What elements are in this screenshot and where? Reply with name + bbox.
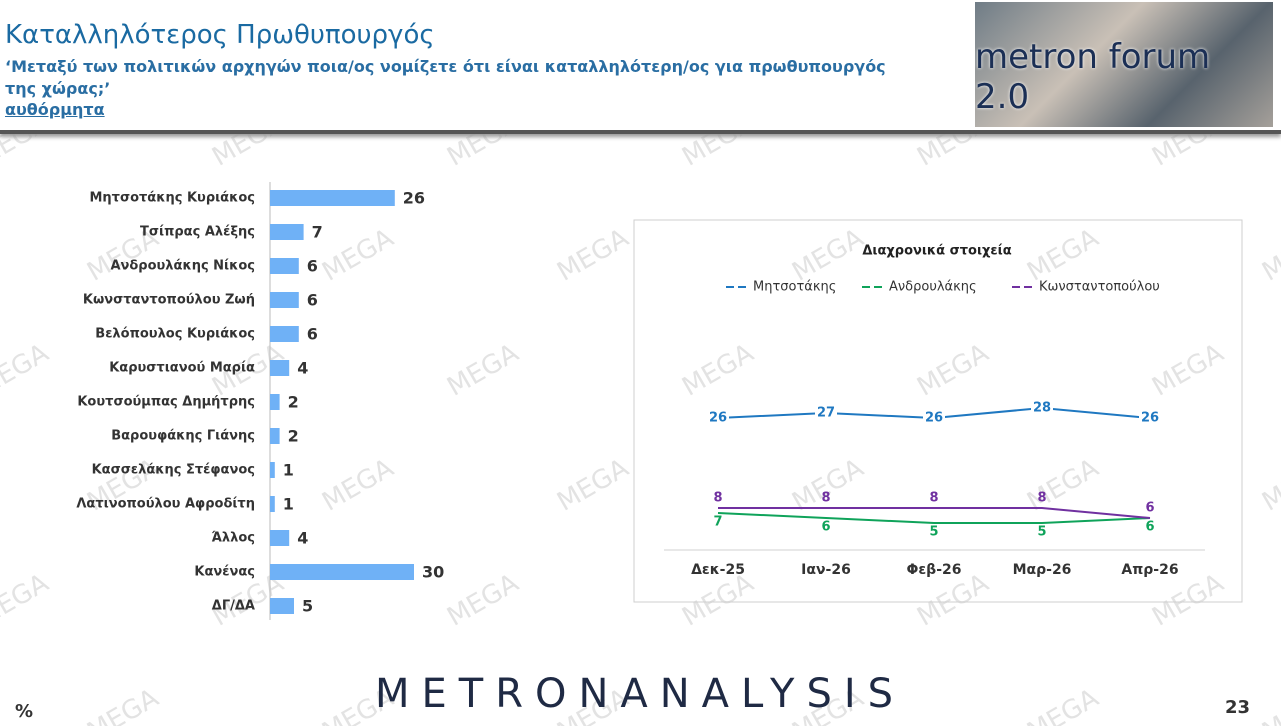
category-label: ΔΓ/ΔΑ bbox=[212, 599, 255, 614]
category-label: Άλλος bbox=[212, 531, 255, 546]
category-label: Βαρουφάκης Γιάνης bbox=[111, 429, 255, 444]
bar bbox=[270, 598, 294, 614]
data-label: 8 bbox=[1037, 491, 1046, 506]
value-label: 2 bbox=[288, 427, 299, 446]
category-label: Κασσελάκης Στέφανος bbox=[92, 463, 255, 478]
label-bg bbox=[1031, 400, 1053, 416]
logo: metron forum 2.0 bbox=[975, 2, 1273, 127]
series-line bbox=[718, 507, 1151, 519]
value-label: 1 bbox=[283, 461, 294, 480]
category-label: Τσίπρας Αλέξης bbox=[140, 225, 255, 240]
label-bg bbox=[707, 410, 729, 426]
bar bbox=[270, 462, 275, 478]
unit: % bbox=[15, 701, 33, 722]
label-bg bbox=[1139, 410, 1161, 426]
bar bbox=[270, 258, 299, 274]
bar bbox=[270, 564, 414, 580]
x-tick-label: Μαρ-26 bbox=[1013, 562, 1072, 578]
value-label: 5 bbox=[302, 597, 313, 616]
category-label: Μητσοτάκης Κυριάκος bbox=[89, 191, 255, 206]
category-label: Κανένας bbox=[194, 565, 255, 580]
value-label: 6 bbox=[307, 325, 318, 344]
value-label: 7 bbox=[312, 223, 323, 242]
logo-text: metron forum 2.0 bbox=[975, 37, 1211, 117]
x-tick-label: Φεβ-26 bbox=[906, 562, 961, 578]
data-label: 6 bbox=[1145, 520, 1154, 535]
data-label: 26 bbox=[1141, 411, 1159, 426]
x-tick-label: Δεκ-25 bbox=[691, 562, 745, 578]
legend-label: Μητσοτάκης bbox=[753, 280, 836, 295]
series-line bbox=[717, 512, 1151, 524]
data-label: 5 bbox=[929, 525, 938, 540]
header: Καταλληλότερος Πρωθυπουργός ‘Μεταξύ των … bbox=[0, 0, 1281, 134]
bar bbox=[270, 428, 280, 444]
title: Καταλληλότερος Πρωθυπουργός bbox=[5, 20, 435, 50]
data-label: 26 bbox=[925, 411, 943, 426]
bar bbox=[270, 496, 275, 512]
category-label: Λατινοπούλου Αφροδίτη bbox=[76, 497, 255, 512]
value-label: 6 bbox=[307, 291, 318, 310]
category-label: Κουτσούμπας Δημήτρης bbox=[77, 395, 255, 410]
legend-label: Κωνσταντοπούλου bbox=[1039, 280, 1160, 295]
category-label: Κωνσταντοπούλου Ζωή bbox=[83, 293, 255, 308]
data-label: 7 bbox=[713, 515, 722, 530]
data-label: 8 bbox=[713, 491, 722, 506]
bar bbox=[270, 394, 280, 410]
category-label: Καρυστιανού Μαρία bbox=[109, 361, 255, 376]
value-label: 4 bbox=[297, 359, 308, 378]
data-label: 26 bbox=[709, 411, 727, 426]
x-tick-label: Ιαν-26 bbox=[801, 562, 851, 578]
note: αυθόρμητα bbox=[5, 100, 105, 119]
bar bbox=[270, 190, 395, 206]
label-bg bbox=[815, 405, 837, 421]
value-label: 6 bbox=[307, 257, 318, 276]
data-label: 6 bbox=[1145, 501, 1154, 516]
value-label: 1 bbox=[283, 495, 294, 514]
value-label: 2 bbox=[288, 393, 299, 412]
data-label: 8 bbox=[821, 491, 830, 506]
x-tick-label: Απρ-26 bbox=[1121, 562, 1178, 578]
value-label: 4 bbox=[297, 529, 308, 548]
bar bbox=[270, 292, 299, 308]
data-label: 27 bbox=[817, 406, 835, 421]
value-label: 30 bbox=[422, 563, 444, 582]
bar bbox=[270, 360, 290, 376]
page-number: 23 bbox=[1225, 697, 1250, 718]
value-label: 26 bbox=[403, 189, 425, 208]
line-chart-frame bbox=[633, 219, 1243, 603]
data-label: 5 bbox=[1037, 525, 1046, 540]
data-label: 8 bbox=[929, 491, 938, 506]
data-label: 28 bbox=[1033, 401, 1051, 416]
legend-label: Ανδρουλάκης bbox=[889, 280, 977, 295]
chart-title: Διαχρονικά στοιχεία bbox=[862, 244, 1011, 259]
brand: METRONANALYSIS bbox=[375, 671, 905, 717]
category-label: Βελόπουλος Κυριάκος bbox=[95, 327, 255, 342]
label-bg bbox=[923, 410, 945, 426]
bar bbox=[270, 530, 290, 546]
data-label: 6 bbox=[821, 520, 830, 535]
category-label: Ανδρουλάκης Νίκος bbox=[110, 259, 255, 274]
question: ‘Μεταξύ των πολιτικών αρχηγών ποια/ος νο… bbox=[5, 57, 886, 98]
bar bbox=[270, 224, 304, 240]
bar bbox=[270, 326, 299, 342]
